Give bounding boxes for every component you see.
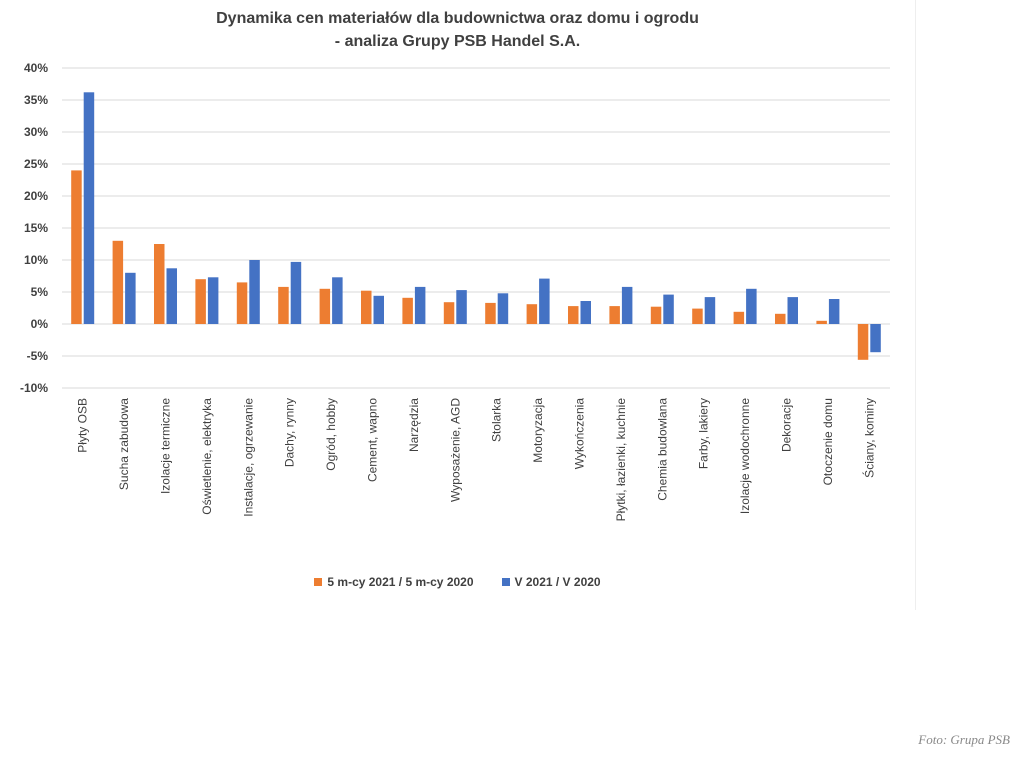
bar-v-6 [332,277,343,324]
bar-v-14 [663,294,674,324]
x-category-label: Chemia budowlana [655,398,669,501]
x-category-label: Płyty OSB [76,398,90,453]
bar-5m-9 [443,302,455,324]
bar-5m-4 [236,282,248,324]
gridlines [62,67,890,389]
y-axis-ticks: 40% 35% 30% 25% 20% 15% 10% 5% 0% -5% -10% [20,61,48,395]
bar-5m-7 [361,290,372,324]
y-tick-label: 35% [24,93,48,107]
bar-5m-16 [733,311,745,324]
bar-5m-2 [154,244,165,324]
bar-v-0 [83,92,95,324]
x-category-label: Sucha zabudowa [117,398,131,490]
bar-v-19 [870,324,881,353]
bar-v-8 [414,286,426,324]
bar-5m-6 [319,288,331,324]
bar-v-3 [207,277,219,324]
x-axis-labels: Płyty OSB Sucha zabudowa Izolacje termiczn… [76,398,877,522]
y-tick-label: 0% [31,317,49,331]
bar-chart: 40% 35% 30% 25% 20% 15% 10% 5% 0% -5% -10% Płyty O… [20,61,890,522]
x-category-label: Płytki, łazienki, kuchnie [614,398,628,522]
bar-v-1 [125,272,136,324]
bar-5m-12 [568,306,579,324]
x-category-label: Wykończenia [573,398,587,470]
bar-v-4 [249,260,260,324]
bar-5m-19 [857,324,869,360]
bar-v-15 [704,297,716,324]
bar-v-18 [828,299,840,324]
chart-subtitle: - analiza Grupy PSB Handel S.A. [334,33,581,50]
bar-5m-18 [816,320,827,324]
x-category-label: Dachy, rynny [283,398,297,467]
bar-v-13 [621,286,633,324]
bar-v-10 [497,293,509,324]
x-category-label: Instalacje, ogrzewanie [241,398,255,517]
bar-v-11 [539,278,550,324]
x-category-label: Otoczenie domu [821,398,835,485]
chart-frame: Dynamika cen materiałów dla budownictwa … [0,0,916,610]
bar-v-9 [456,290,467,324]
x-category-label: Ściany, kominy [861,398,876,478]
y-tick-label: 25% [24,157,48,171]
chart-title: Dynamika cen materiałów dla budownictwa … [216,10,699,27]
y-tick-label: -5% [27,349,49,363]
x-category-label: Narzędzia [407,398,421,452]
bar-v-5 [290,261,302,324]
x-category-label: Farby, lakiery [697,398,711,469]
legend-label: 5 m-cy 2021 / 5 m-cy 2020 [327,575,474,589]
y-tick-label: 30% [24,125,48,139]
y-tick-label: 20% [24,189,48,203]
bar-5m-1 [112,240,124,324]
bar-v-2 [166,268,177,324]
bar-v-7 [373,295,384,324]
legend-item-v: V 2021 / V 2020 [501,575,601,589]
x-category-label: Cement, wapno [366,398,380,482]
bar-5m-3 [195,279,206,324]
legend-swatch-orange [314,578,323,586]
bar-5m-0 [71,170,82,324]
legend-label: V 2021 / V 2020 [514,575,601,589]
y-tick-label: -10% [20,381,48,395]
x-category-label: Wyposażenie, AGD [448,398,462,502]
y-tick-label: 5% [31,285,49,299]
x-category-label: Motoryzacja [531,398,545,463]
x-category-label: Ogród, hobby [324,398,338,471]
y-tick-label: 15% [24,221,48,235]
bar-5m-8 [402,297,413,324]
bar-5m-17 [775,313,786,324]
bar-5m-15 [692,308,703,324]
bar-5m-11 [526,304,538,324]
bars [71,92,881,360]
photo-credit: Foto: Grupa PSB [918,732,1010,747]
legend: 5 m-cy 2021 / 5 m-cy 2020 V 2021 / V 202… [0,575,915,589]
x-category-label: Oświetlenie, elektryka [200,398,214,515]
legend-item-5m: 5 m-cy 2021 / 5 m-cy 2020 [314,575,474,589]
bar-5m-14 [650,306,662,324]
y-tick-label: 40% [24,61,48,75]
bar-5m-10 [485,302,496,324]
bar-v-16 [746,288,757,324]
x-category-label: Dekoracje [780,398,794,452]
x-category-label: Izolacje termiczne [159,398,173,494]
y-tick-label: 10% [24,253,48,267]
legend-swatch-blue [501,578,510,586]
x-category-label: Stolarka [490,398,504,442]
bar-v-17 [787,297,798,324]
x-category-label: Izolacje wodochronne [738,398,752,514]
bar-5m-5 [278,286,289,324]
bar-v-12 [580,301,591,324]
bar-5m-13 [609,306,620,324]
